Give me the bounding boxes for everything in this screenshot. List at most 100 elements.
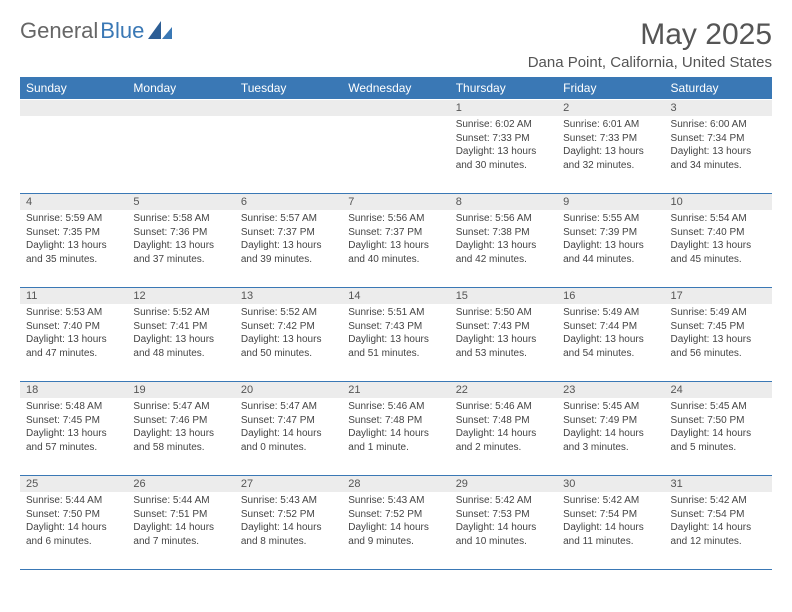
calendar-cell: 23Sunrise: 5:45 AMSunset: 7:49 PMDayligh… [557, 382, 664, 476]
calendar-cell: 4Sunrise: 5:59 AMSunset: 7:35 PMDaylight… [20, 194, 127, 288]
day-number: 30 [557, 476, 664, 492]
day-details: Sunrise: 5:59 AMSunset: 7:35 PMDaylight:… [20, 210, 127, 270]
daylight-text: Daylight: 13 hours and 37 minutes. [133, 239, 228, 266]
sunset-text: Sunset: 7:34 PM [671, 132, 766, 146]
daylight-text: Daylight: 13 hours and 39 minutes. [241, 239, 336, 266]
calendar-cell: 14Sunrise: 5:51 AMSunset: 7:43 PMDayligh… [342, 288, 449, 382]
sunrise-text: Sunrise: 5:56 AM [456, 212, 551, 226]
day-number: 27 [235, 476, 342, 492]
daylight-text: Daylight: 13 hours and 53 minutes. [456, 333, 551, 360]
day-number: 5 [127, 194, 234, 210]
day-number: 8 [450, 194, 557, 210]
sunrise-text: Sunrise: 5:44 AM [26, 494, 121, 508]
sunset-text: Sunset: 7:37 PM [348, 226, 443, 240]
day-details: Sunrise: 6:00 AMSunset: 7:34 PMDaylight:… [665, 116, 772, 176]
calendar-cell: 21Sunrise: 5:46 AMSunset: 7:48 PMDayligh… [342, 382, 449, 476]
daylight-text: Daylight: 13 hours and 47 minutes. [26, 333, 121, 360]
day-number: 9 [557, 194, 664, 210]
daylight-text: Daylight: 13 hours and 58 minutes. [133, 427, 228, 454]
sunrise-text: Sunrise: 5:47 AM [241, 400, 336, 414]
day-details: Sunrise: 5:47 AMSunset: 7:47 PMDaylight:… [235, 398, 342, 458]
daylight-text: Daylight: 13 hours and 57 minutes. [26, 427, 121, 454]
sunrise-text: Sunrise: 5:50 AM [456, 306, 551, 320]
calendar-cell: 25Sunrise: 5:44 AMSunset: 7:50 PMDayligh… [20, 476, 127, 570]
day-number: 26 [127, 476, 234, 492]
day-details: Sunrise: 5:42 AMSunset: 7:54 PMDaylight:… [665, 492, 772, 552]
sunset-text: Sunset: 7:40 PM [671, 226, 766, 240]
day-details: Sunrise: 5:46 AMSunset: 7:48 PMDaylight:… [342, 398, 449, 458]
sunset-text: Sunset: 7:51 PM [133, 508, 228, 522]
sunrise-text: Sunrise: 5:43 AM [241, 494, 336, 508]
day-details: Sunrise: 5:44 AMSunset: 7:51 PMDaylight:… [127, 492, 234, 552]
sunrise-text: Sunrise: 5:45 AM [563, 400, 658, 414]
calendar-cell: 15Sunrise: 5:50 AMSunset: 7:43 PMDayligh… [450, 288, 557, 382]
sunrise-text: Sunrise: 6:02 AM [456, 118, 551, 132]
calendar-cell: 3Sunrise: 6:00 AMSunset: 7:34 PMDaylight… [665, 100, 772, 194]
sunrise-text: Sunrise: 6:00 AM [671, 118, 766, 132]
calendar-cell: 1Sunrise: 6:02 AMSunset: 7:33 PMDaylight… [450, 100, 557, 194]
daylight-text: Daylight: 13 hours and 30 minutes. [456, 145, 551, 172]
calendar-cell: 28Sunrise: 5:43 AMSunset: 7:52 PMDayligh… [342, 476, 449, 570]
sunset-text: Sunset: 7:38 PM [456, 226, 551, 240]
calendar-week: 25Sunrise: 5:44 AMSunset: 7:50 PMDayligh… [20, 476, 772, 570]
calendar-cell: 12Sunrise: 5:52 AMSunset: 7:41 PMDayligh… [127, 288, 234, 382]
day-details: Sunrise: 5:57 AMSunset: 7:37 PMDaylight:… [235, 210, 342, 270]
sunrise-text: Sunrise: 5:42 AM [671, 494, 766, 508]
day-header: Monday [127, 77, 234, 100]
calendar-cell: 5Sunrise: 5:58 AMSunset: 7:36 PMDaylight… [127, 194, 234, 288]
sunset-text: Sunset: 7:37 PM [241, 226, 336, 240]
sunset-text: Sunset: 7:47 PM [241, 414, 336, 428]
sunset-text: Sunset: 7:54 PM [563, 508, 658, 522]
day-header: Sunday [20, 77, 127, 100]
sunset-text: Sunset: 7:49 PM [563, 414, 658, 428]
day-details: Sunrise: 5:56 AMSunset: 7:38 PMDaylight:… [450, 210, 557, 270]
day-number: 31 [665, 476, 772, 492]
day-number: 13 [235, 288, 342, 304]
sunset-text: Sunset: 7:43 PM [348, 320, 443, 334]
sunset-text: Sunset: 7:42 PM [241, 320, 336, 334]
sunrise-text: Sunrise: 5:55 AM [563, 212, 658, 226]
day-number: 23 [557, 382, 664, 398]
day-number [20, 100, 127, 116]
calendar-cell: 26Sunrise: 5:44 AMSunset: 7:51 PMDayligh… [127, 476, 234, 570]
location-text: Dana Point, California, United States [528, 54, 772, 71]
daylight-text: Daylight: 14 hours and 8 minutes. [241, 521, 336, 548]
daylight-text: Daylight: 14 hours and 6 minutes. [26, 521, 121, 548]
calendar-cell [20, 100, 127, 194]
calendar-week: 11Sunrise: 5:53 AMSunset: 7:40 PMDayligh… [20, 288, 772, 382]
daylight-text: Daylight: 13 hours and 50 minutes. [241, 333, 336, 360]
sunrise-text: Sunrise: 5:56 AM [348, 212, 443, 226]
day-details: Sunrise: 5:42 AMSunset: 7:54 PMDaylight:… [557, 492, 664, 552]
calendar-cell: 22Sunrise: 5:46 AMSunset: 7:48 PMDayligh… [450, 382, 557, 476]
day-details: Sunrise: 5:49 AMSunset: 7:44 PMDaylight:… [557, 304, 664, 364]
day-number: 28 [342, 476, 449, 492]
day-details: Sunrise: 6:01 AMSunset: 7:33 PMDaylight:… [557, 116, 664, 176]
sunrise-text: Sunrise: 5:58 AM [133, 212, 228, 226]
day-details: Sunrise: 5:49 AMSunset: 7:45 PMDaylight:… [665, 304, 772, 364]
sunrise-text: Sunrise: 5:54 AM [671, 212, 766, 226]
daylight-text: Daylight: 13 hours and 42 minutes. [456, 239, 551, 266]
day-number: 11 [20, 288, 127, 304]
sunrise-text: Sunrise: 5:42 AM [563, 494, 658, 508]
calendar-cell: 13Sunrise: 5:52 AMSunset: 7:42 PMDayligh… [235, 288, 342, 382]
day-details: Sunrise: 5:54 AMSunset: 7:40 PMDaylight:… [665, 210, 772, 270]
calendar-week: 1Sunrise: 6:02 AMSunset: 7:33 PMDaylight… [20, 100, 772, 194]
day-number: 16 [557, 288, 664, 304]
sunset-text: Sunset: 7:52 PM [348, 508, 443, 522]
day-details: Sunrise: 5:56 AMSunset: 7:37 PMDaylight:… [342, 210, 449, 270]
sunrise-text: Sunrise: 5:57 AM [241, 212, 336, 226]
calendar-week: 18Sunrise: 5:48 AMSunset: 7:45 PMDayligh… [20, 382, 772, 476]
day-details: Sunrise: 5:55 AMSunset: 7:39 PMDaylight:… [557, 210, 664, 270]
day-details: Sunrise: 5:51 AMSunset: 7:43 PMDaylight:… [342, 304, 449, 364]
day-header: Wednesday [342, 77, 449, 100]
sunset-text: Sunset: 7:33 PM [456, 132, 551, 146]
day-number [342, 100, 449, 116]
sunset-text: Sunset: 7:50 PM [26, 508, 121, 522]
daylight-text: Daylight: 13 hours and 54 minutes. [563, 333, 658, 360]
calendar-cell: 17Sunrise: 5:49 AMSunset: 7:45 PMDayligh… [665, 288, 772, 382]
daylight-text: Daylight: 14 hours and 10 minutes. [456, 521, 551, 548]
daylight-text: Daylight: 14 hours and 7 minutes. [133, 521, 228, 548]
sail-icon [148, 21, 174, 41]
daylight-text: Daylight: 14 hours and 1 minute. [348, 427, 443, 454]
daylight-text: Daylight: 14 hours and 9 minutes. [348, 521, 443, 548]
